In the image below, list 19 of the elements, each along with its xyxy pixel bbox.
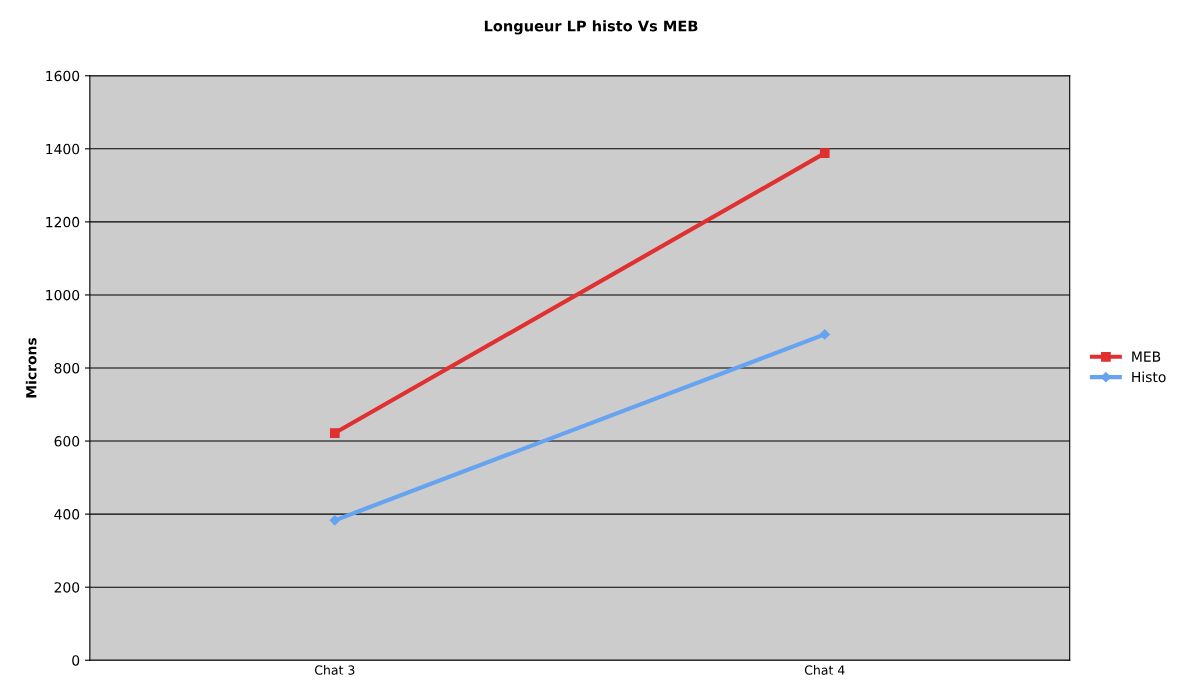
y-tick-label: 1000 [46, 289, 80, 301]
x-tick-label: Chat 4 [804, 665, 845, 675]
legend-label: Histo [1132, 371, 1166, 383]
chart-title: Longueur LP histo Vs MEB [484, 20, 698, 35]
y-tick-label: 1400 [46, 143, 80, 155]
y-tick-label: 0 [72, 655, 80, 666]
y-tick-label: 400 [54, 509, 80, 520]
legend-label: MEB [1132, 351, 1161, 362]
y-axis-title: Microns [25, 337, 37, 398]
y-tick-label: 1600 [46, 70, 80, 82]
point [329, 428, 340, 438]
point [819, 329, 830, 340]
point [329, 515, 340, 526]
x-tick-label: Chat 3 [314, 665, 355, 675]
y-tick-label: 1200 [46, 216, 80, 228]
point [819, 148, 830, 159]
y-tick-label: 600 [54, 436, 80, 447]
y-tick-label: 800 [54, 362, 80, 374]
y-tick-label: 200 [54, 582, 80, 593]
